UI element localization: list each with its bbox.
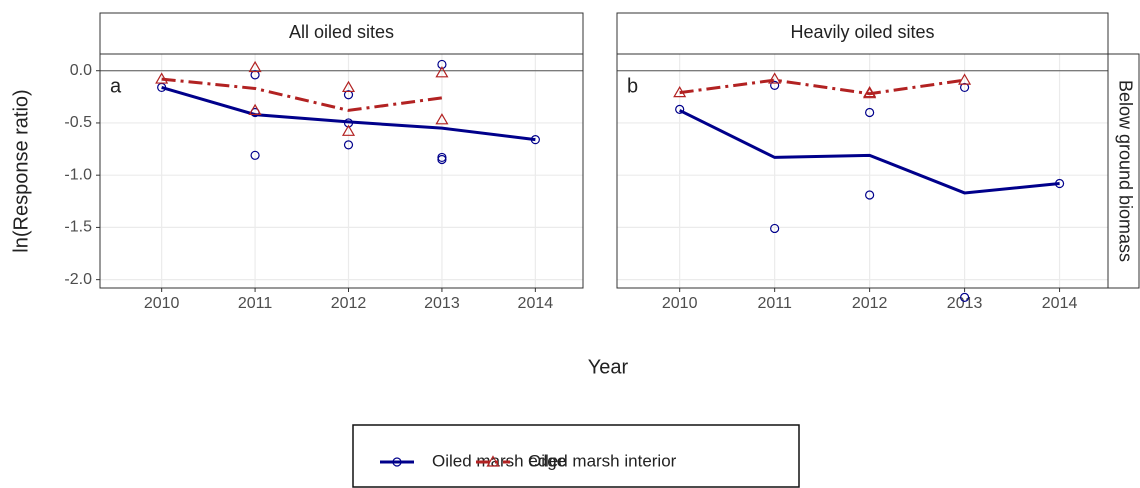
x-axis-title: Year [588,356,629,378]
legend-label: Oiled marsh interior [528,451,677,470]
y-tick-label: 0.0 [70,62,92,79]
y-tick-label: -1.5 [64,219,92,236]
row-strip-box [1107,53,1140,289]
panel-background [617,54,1108,288]
point [770,80,780,90]
point [959,292,970,303]
point [250,70,260,80]
point [341,124,356,136]
point [770,223,780,234]
point [343,90,354,100]
panel-label: a [110,75,122,97]
point [437,154,447,165]
point [675,104,685,114]
legend-box [352,424,800,488]
x-tick-label: 2010 [144,295,180,312]
point [865,190,875,200]
point [250,150,260,160]
point [341,80,356,93]
x-tick-label: 2014 [1042,295,1078,312]
point [248,60,262,73]
x-tick-label: 2013 [424,295,460,312]
point [435,66,449,78]
point [155,72,169,84]
line [161,85,536,142]
point [673,85,687,98]
legend-marker [486,455,500,467]
point [863,86,877,99]
legend-label: Oiled marsh edge [432,451,566,470]
point [958,73,972,85]
legend-marker [392,457,402,467]
line [679,78,965,96]
x-tick-label: 2014 [518,295,554,312]
strip-title: All oiled sites [289,22,394,42]
row-strip: Below ground biomass [1115,80,1135,262]
x-tick-label: 2011 [238,295,273,312]
point [530,135,540,145]
point [865,107,875,118]
strip-title: Heavily oiled sites [790,22,934,42]
line [679,109,1060,195]
y-tick-label: -0.5 [64,114,92,131]
point [248,103,262,116]
point [959,82,970,93]
x-tick-label: 2012 [852,295,888,312]
x-tick-label: 2012 [331,295,367,312]
point [1054,178,1065,189]
line [161,77,443,112]
x-tick-label: 2011 [757,295,792,312]
strip-box [616,12,1109,55]
x-tick-label: 2010 [662,295,698,312]
panel-label: b [627,75,638,97]
y-tick-label: -2.0 [64,271,92,288]
y-axis-title: ln(Response ratio) [10,89,32,252]
strip-box [99,12,584,55]
point [343,140,354,150]
x-tick-label: 2013 [947,295,983,312]
point [768,72,782,84]
y-tick-label: -1.0 [64,166,92,183]
point [435,113,449,125]
